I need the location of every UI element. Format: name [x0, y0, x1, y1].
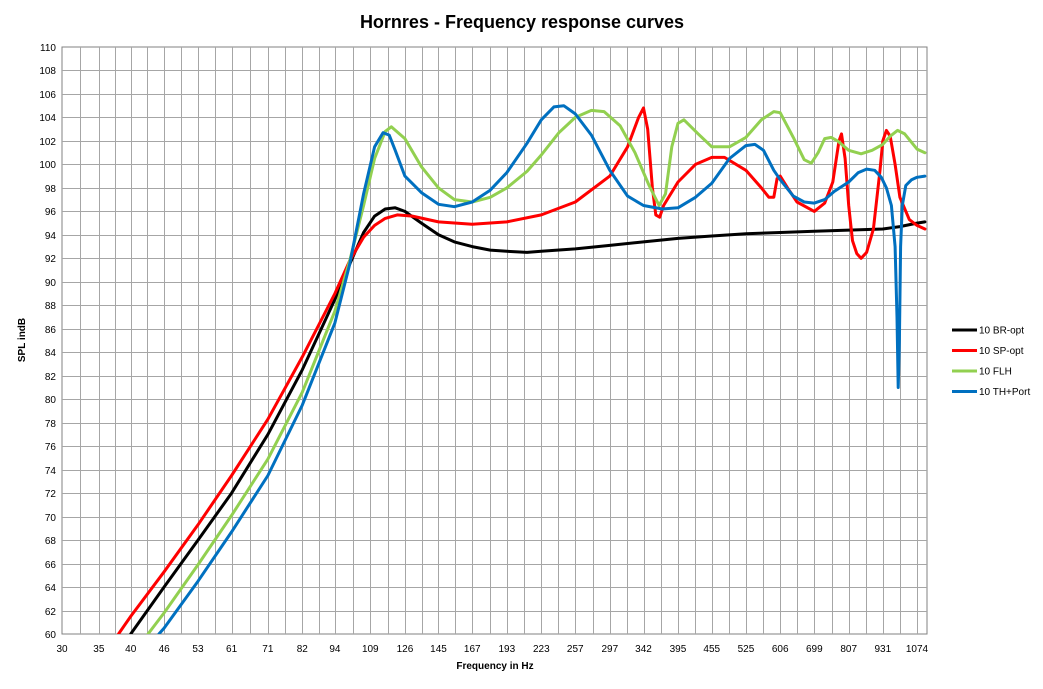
x-tick-label: 30: [56, 644, 68, 655]
y-tick-label: 62: [45, 607, 57, 618]
series-lines: [117, 104, 927, 634]
y-tick-label: 82: [45, 372, 57, 383]
x-tick-label: 807: [840, 644, 857, 655]
x-tick-label: 94: [329, 644, 341, 655]
x-tick-label: 109: [362, 644, 379, 655]
y-tick-label: 88: [45, 301, 57, 312]
y-tick-label: 80: [45, 395, 57, 406]
x-tick-label: 525: [738, 644, 755, 655]
series-line-4: [157, 104, 927, 634]
x-tick-label: 40: [125, 644, 137, 655]
y-tick-label: 96: [45, 207, 57, 218]
x-tick-label: 61: [226, 644, 238, 655]
x-tick-label: 699: [806, 644, 823, 655]
x-tick-label: 82: [297, 644, 309, 655]
x-tick-label: 145: [430, 644, 447, 655]
y-tick-label: 102: [39, 137, 56, 148]
x-tick-label: 126: [397, 644, 414, 655]
x-tick-label: 931: [874, 644, 891, 655]
y-tick-label: 100: [39, 160, 56, 171]
legend-label: 10 FLH: [979, 367, 1012, 378]
y-tick-label: 70: [45, 513, 57, 524]
series-line-3: [146, 108, 927, 634]
y-axis-label: SPL indB: [17, 318, 28, 362]
y-tick-label: 72: [45, 489, 57, 500]
x-tick-label: 71: [262, 644, 274, 655]
legend-label: 10 SP-opt: [979, 346, 1024, 357]
x-tick-label: 455: [703, 644, 720, 655]
y-tick-label: 94: [45, 231, 57, 242]
x-tick-label: 46: [159, 644, 171, 655]
y-tick-label: 110: [40, 43, 56, 54]
x-tick-label: 1074: [906, 644, 929, 655]
plot-frame: [61, 46, 928, 635]
y-tick-label: 76: [45, 442, 57, 453]
y-tick-label: 104: [39, 113, 56, 124]
x-tick-label: 606: [772, 644, 789, 655]
y-tick-label: 64: [45, 583, 57, 594]
x-tick-label: 53: [192, 644, 204, 655]
series-line-1: [129, 206, 927, 634]
x-tick-label: 193: [498, 644, 515, 655]
x-axis-label: Frequency in Hz: [456, 661, 533, 672]
x-tick-label: 223: [533, 644, 550, 655]
x-tick-label: 297: [601, 644, 618, 655]
y-tick-label: 68: [45, 536, 57, 547]
y-tick-label: 86: [45, 325, 57, 336]
y-tick-label: 78: [45, 419, 57, 430]
y-tick-label: 98: [45, 184, 57, 195]
legend-label: 10 TH+Port: [979, 387, 1030, 398]
y-tick-label: 74: [45, 466, 57, 477]
x-tick-label: 257: [567, 644, 584, 655]
y-tick-label: 60: [45, 630, 57, 641]
y-tick-label: 108: [39, 66, 56, 77]
x-tick-label: 395: [670, 644, 687, 655]
series-line-2: [117, 106, 927, 634]
x-tick-label: 35: [93, 644, 105, 655]
y-tick-label: 92: [45, 254, 57, 265]
y-tick-label: 106: [39, 90, 56, 101]
grid-lines: [61, 46, 928, 635]
y-tick-label: 66: [45, 560, 57, 571]
y-tick-label: 84: [45, 348, 57, 359]
x-tick-label: 342: [635, 644, 652, 655]
legend-label: 10 BR-opt: [979, 326, 1024, 337]
tick-labels: 60 62 64 66 68 70 72 74 76 78 80 82 84 86 88 90 92 94 96 98…: [39, 43, 928, 655]
legend: 10 BR-opt 10 SP-opt 10 FLH 10 TH+Port: [952, 326, 1030, 398]
y-tick-label: 90: [45, 278, 57, 289]
x-tick-label: 167: [464, 644, 481, 655]
chart-title: Hornres - Frequency response curves: [360, 12, 684, 32]
